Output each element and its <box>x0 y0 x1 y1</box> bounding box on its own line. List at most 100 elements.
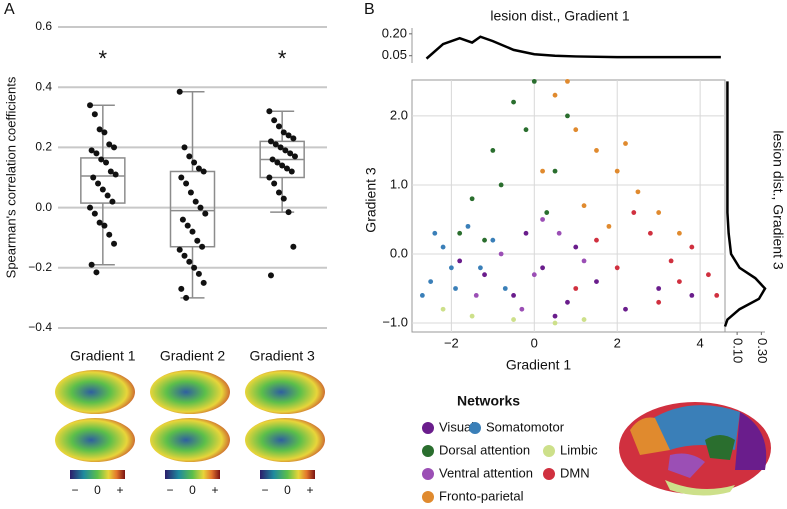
y-tick-label: 2.0 <box>390 107 408 122</box>
scatter-point <box>473 293 479 298</box>
scatter-point <box>432 230 438 236</box>
data-point <box>90 174 97 181</box>
scatter-point <box>490 148 496 153</box>
scatter-point <box>552 92 558 98</box>
plot-area <box>411 79 726 333</box>
data-point <box>267 272 274 279</box>
data-point <box>91 111 98 118</box>
brain-map <box>150 418 230 462</box>
x-tick-label: 0.10 <box>731 338 746 363</box>
scatter-point <box>523 127 529 133</box>
scatter-point <box>540 265 545 271</box>
annotation: * <box>99 46 108 71</box>
scatter-point <box>457 230 463 236</box>
data-point <box>176 88 183 95</box>
data-point <box>178 174 185 181</box>
scatter-point <box>668 258 674 264</box>
data-point <box>186 153 193 160</box>
data-point <box>101 129 108 136</box>
x-tick-label: Gradient 3 <box>249 348 315 364</box>
brain-map <box>150 370 230 414</box>
data-point <box>103 159 110 166</box>
scatter-point <box>465 223 471 229</box>
colorbar-tick-label: + <box>116 483 123 497</box>
data-point <box>184 222 191 229</box>
brain-map <box>245 418 325 462</box>
scatter-point <box>502 286 508 291</box>
marginal-title: lesion dist., Gradient 1 <box>490 8 630 24</box>
data-point <box>271 180 278 187</box>
scatter-point <box>453 286 458 291</box>
data-point <box>93 150 100 157</box>
scatter-point <box>647 230 653 236</box>
colorbar <box>70 470 125 479</box>
x-tick-label: Gradient 1 <box>70 348 136 364</box>
scatter-point <box>490 237 496 243</box>
scatter-point <box>573 286 579 291</box>
scatter-point <box>540 217 545 222</box>
scatter-point <box>523 230 529 236</box>
scatter-point <box>581 317 587 322</box>
data-point <box>202 210 209 217</box>
colorbar-tick-label: − <box>166 483 173 497</box>
scatter-point <box>565 78 570 84</box>
y-tick-label: −0.4 <box>28 320 52 334</box>
data-point <box>283 165 290 172</box>
y-tick-label: −0.2 <box>28 260 52 274</box>
data-point <box>111 144 118 151</box>
colorbar <box>260 470 315 479</box>
scatter-point <box>581 258 587 264</box>
scatter-point <box>623 306 628 312</box>
legend-label: Dorsal attention <box>439 442 530 457</box>
data-point <box>109 198 116 205</box>
y-axis-label: Spearman's correlation coefficients <box>3 76 18 278</box>
scatter-point <box>689 244 695 250</box>
y-tick-label: 0.05 <box>382 47 407 62</box>
scatter-point <box>714 293 720 298</box>
scatter-point <box>614 168 620 174</box>
colorbar-tick-label: 0 <box>94 483 101 497</box>
density-line <box>723 81 767 327</box>
x-tick-label: Gradient 2 <box>160 348 226 364</box>
scatter-point <box>519 306 525 312</box>
data-point <box>183 294 190 301</box>
data-point <box>107 168 114 175</box>
scatter-point <box>606 223 612 229</box>
data-point <box>91 210 98 217</box>
data-point <box>275 123 282 130</box>
data-point <box>112 171 119 178</box>
scatter-point <box>457 258 463 264</box>
scatter-point <box>565 299 570 305</box>
scatter-point <box>676 279 682 284</box>
scatter-point <box>482 237 487 243</box>
data-point <box>181 144 188 151</box>
scatter-point <box>440 244 446 250</box>
brain-maps <box>55 370 771 496</box>
brain-map <box>55 418 135 462</box>
scatter-point <box>623 141 628 146</box>
scatter-point <box>656 299 662 305</box>
network-brain <box>619 402 771 496</box>
panel-label: A <box>4 1 15 18</box>
scatter-point <box>469 196 475 202</box>
scatter-point <box>552 168 558 174</box>
scatter-point <box>498 182 504 188</box>
data-point <box>87 204 94 211</box>
scatter-point <box>540 168 545 174</box>
marginal-title: lesion dist., Gradient 3 <box>770 130 786 270</box>
data-point <box>104 192 111 199</box>
scatter-point <box>482 272 487 278</box>
density-line <box>425 35 721 60</box>
data-point <box>267 138 274 145</box>
data-point <box>290 243 297 250</box>
legend-marker <box>422 445 434 457</box>
scatter-point <box>676 230 682 236</box>
colorbar-tick-label: − <box>71 483 78 497</box>
scatter-point <box>594 148 599 153</box>
data-point <box>200 279 207 286</box>
x-tick-label: 0.30 <box>755 338 770 363</box>
data-point <box>200 168 207 175</box>
data-point <box>192 198 199 205</box>
scatter-point <box>631 210 637 215</box>
scatter-point <box>531 272 537 278</box>
